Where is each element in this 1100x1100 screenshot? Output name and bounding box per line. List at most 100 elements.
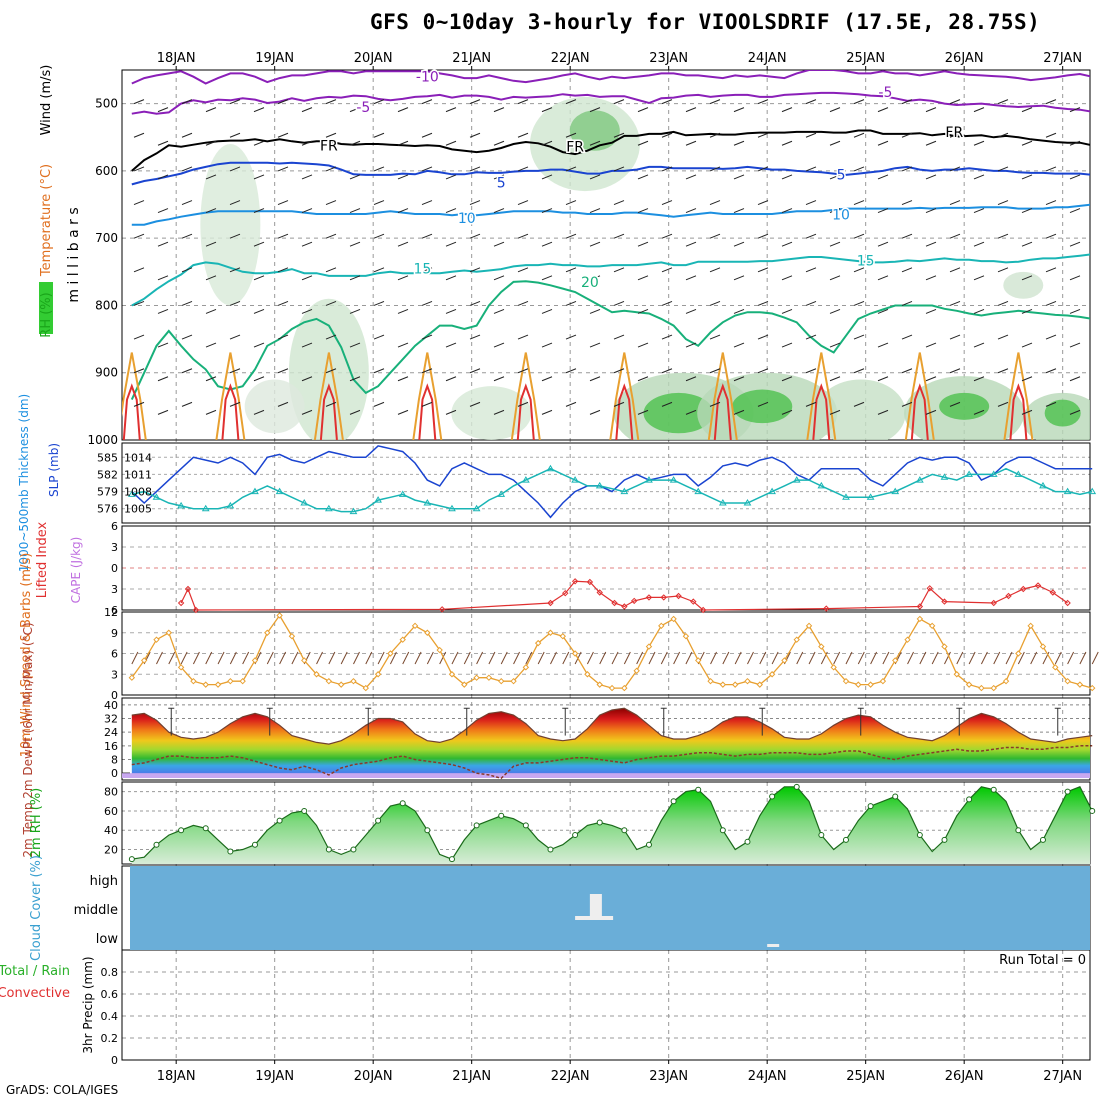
date-label-top: 20JAN	[354, 51, 393, 66]
wind-barb	[541, 140, 553, 146]
wind-barb	[1069, 308, 1081, 314]
rh-marker	[325, 846, 332, 853]
wind-barb	[877, 275, 889, 281]
wind-speed-marker	[165, 629, 172, 636]
wind-barb	[757, 99, 769, 105]
wind-barb	[613, 334, 625, 340]
wind-barb	[397, 308, 409, 314]
wind-barb	[1069, 107, 1081, 113]
wind-barb	[277, 401, 289, 407]
wind-barb	[925, 275, 937, 281]
cloud-level-label: middle	[74, 903, 118, 918]
date-label-top: 25JAN	[846, 51, 885, 66]
wind-barb	[373, 166, 385, 172]
pressure-tick-label: 1000	[87, 433, 118, 447]
rh-shading	[244, 379, 305, 434]
wind-barb-10m	[586, 651, 594, 665]
wind-barb	[853, 401, 865, 407]
wind-barb	[997, 368, 1009, 374]
wind-barb-10m	[439, 651, 447, 665]
wind-barb	[805, 233, 817, 239]
lifted-index-marker	[547, 599, 554, 607]
slp-tick-label: 1014	[124, 451, 152, 464]
wind-barb	[685, 140, 697, 146]
contour-label: 5	[497, 175, 506, 191]
wind-barb	[781, 140, 793, 146]
wind-barb-10m	[623, 651, 631, 665]
wind-barb-10m	[845, 651, 853, 665]
wind-barb	[589, 342, 601, 348]
li-tick-label: 3	[111, 583, 118, 596]
wind-speed-marker	[177, 664, 185, 671]
low-level-contour	[609, 352, 640, 440]
wind-barb	[397, 107, 409, 113]
thickness-marker	[472, 504, 481, 512]
wind-speed-marker	[239, 677, 246, 685]
wind-speed-marker	[1027, 622, 1034, 630]
wind-barb-10m	[340, 651, 348, 665]
wind-barb	[589, 409, 601, 415]
wind-speed-marker	[608, 684, 616, 692]
lifted-index-marker	[990, 599, 997, 607]
wind-barb	[997, 334, 1009, 340]
rh-marker	[744, 838, 751, 845]
wind-barb	[493, 376, 505, 382]
lifted-index-marker	[941, 598, 948, 605]
wind-barb	[1021, 275, 1033, 281]
li-tick-label: 0	[111, 562, 118, 575]
lifted-index-marker	[823, 605, 830, 612]
wind-barb	[973, 409, 985, 415]
wind-barb	[157, 107, 169, 113]
wind-speed-marker	[424, 629, 431, 636]
rh-marker	[966, 796, 973, 803]
rh-shading	[288, 298, 369, 440]
temperature-contour-line	[131, 203, 1090, 226]
lifted-index-marker	[192, 606, 200, 614]
rh-marker	[448, 856, 455, 863]
wind-barb	[325, 233, 337, 239]
cloud-axis-label: Cloud Cover (%)	[29, 855, 44, 961]
thickness-marker	[201, 504, 210, 512]
date-label-top: 19JAN	[255, 51, 294, 66]
wind-barb	[565, 334, 577, 340]
wind-barb	[565, 267, 577, 273]
wind-barb	[157, 140, 169, 146]
wind-barb	[1045, 334, 1057, 340]
thickness-tick-label: 582	[97, 468, 118, 481]
wind-barb-10m	[944, 651, 951, 665]
thickness-marker	[768, 487, 776, 495]
wind-barb	[181, 166, 193, 172]
panel-frame-wind	[121, 611, 1091, 696]
thickness-marker	[226, 501, 235, 509]
wind-speed-marker	[1064, 677, 1071, 685]
wind-barb-10m	[931, 651, 939, 665]
wind-tick-label: 12	[104, 606, 118, 619]
contour-label: FR	[320, 138, 338, 154]
wind-barb	[205, 275, 217, 281]
wind-barb	[637, 275, 649, 281]
rh-marker	[473, 822, 480, 829]
date-label-top: 24JAN	[748, 51, 787, 66]
wind-barb	[757, 368, 769, 374]
wind-barb	[325, 166, 337, 172]
wind-barb	[205, 342, 217, 348]
wind-barb	[253, 342, 265, 348]
temp-tick-label: 0	[111, 767, 118, 780]
wind-barb	[853, 368, 865, 374]
wind-barb	[853, 99, 865, 105]
wind-tick-label: 6	[111, 648, 118, 661]
wind-barb	[637, 140, 649, 146]
wind-barb-10m	[513, 651, 520, 665]
rh-shading	[451, 386, 532, 440]
wind-speed-marker	[301, 657, 308, 664]
wind-barb	[493, 241, 505, 247]
wind-barb	[373, 368, 385, 374]
wind-barb	[469, 166, 481, 172]
thickness-marker	[546, 464, 555, 472]
date-label-bottom: 19JAN	[255, 1069, 294, 1084]
wind-barb	[469, 132, 481, 138]
run-total-label: Run Total = 0	[999, 953, 1086, 968]
lifted-index-marker	[621, 603, 628, 610]
wind-barb-10m	[759, 651, 767, 665]
wind-barb-10m	[907, 651, 914, 665]
